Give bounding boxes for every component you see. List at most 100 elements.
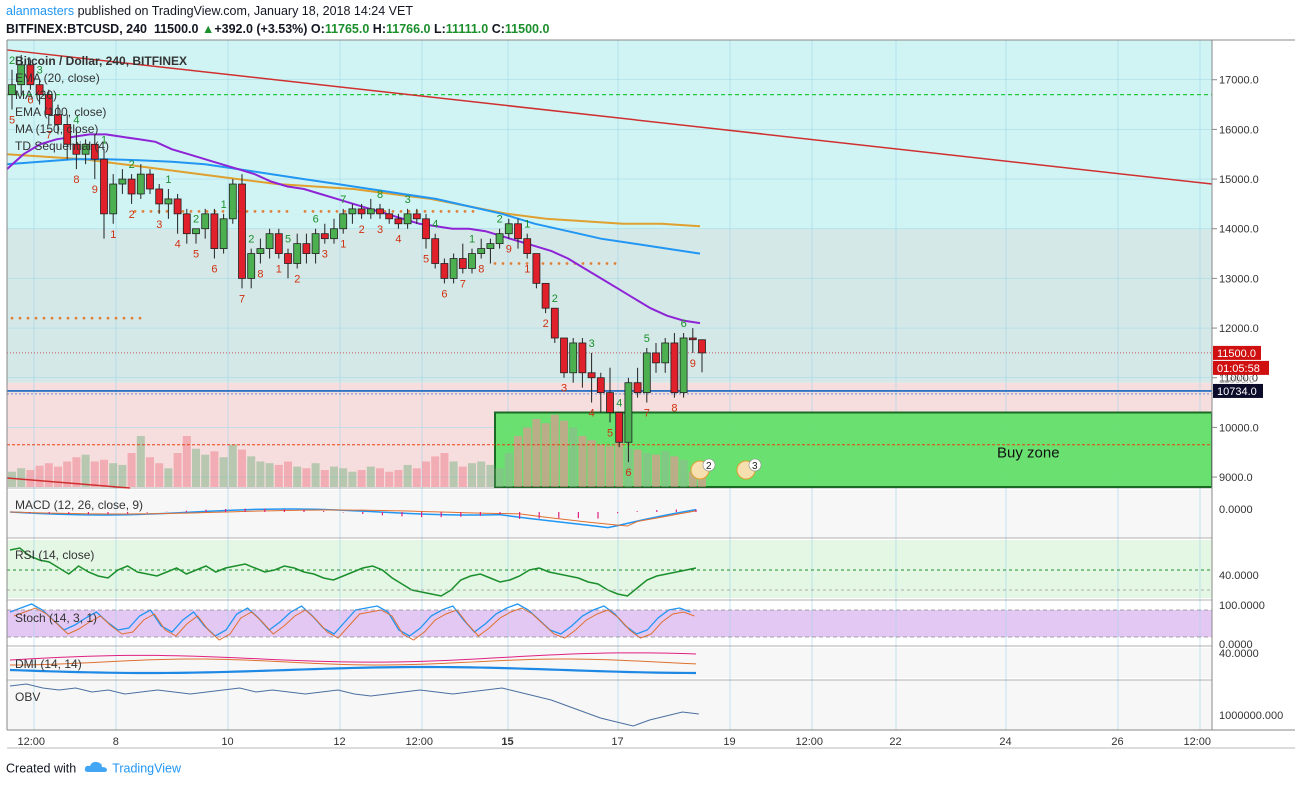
td-dot — [327, 209, 331, 213]
high-label: H: — [372, 22, 386, 36]
candle-up — [477, 248, 486, 254]
legend-item: EMA (100, close) — [15, 105, 106, 119]
td-dot — [343, 209, 347, 213]
volume-bar — [652, 454, 660, 487]
td-count-down: 5 — [9, 115, 15, 127]
buy-zone-box — [494, 411, 1213, 488]
candle-down — [440, 263, 449, 279]
td-dot — [605, 262, 609, 265]
td-count-up: 4 — [616, 398, 622, 410]
volume-bar — [311, 463, 320, 487]
adx-line — [9, 665, 697, 675]
candle-down — [688, 337, 697, 341]
td-dot — [42, 316, 46, 320]
volume-bar — [440, 453, 449, 487]
candle-up — [8, 84, 16, 96]
candle-down — [210, 213, 219, 249]
candle-up — [486, 243, 495, 249]
volume-bar — [541, 423, 550, 487]
dmi-pane-label: DMI (14, 14) — [15, 657, 82, 671]
td-count-down: 8 — [671, 403, 677, 415]
legend-item: MA (20) — [15, 88, 57, 102]
stoch-k-line — [9, 603, 691, 637]
open-value: 11765.0 — [324, 22, 370, 36]
volume-bar — [302, 468, 311, 487]
td-dot — [149, 209, 153, 213]
volume-bar — [54, 466, 62, 487]
td-count-down: 4 — [395, 234, 401, 246]
td-dot — [141, 209, 145, 213]
candle-up — [366, 208, 375, 215]
candle-down — [284, 253, 292, 264]
legend-item: EMA (20, close) — [15, 71, 100, 85]
time-axis-label: 24 — [999, 736, 1011, 748]
symbol-label: BITFINEX:BTCUSD, 240 — [6, 22, 147, 36]
candle-up — [247, 253, 256, 279]
td-count-down: 8 — [73, 174, 79, 186]
td-dot — [58, 316, 62, 320]
event-badge — [702, 458, 716, 472]
macd-axis-label: 0.0000 — [1219, 504, 1253, 516]
volume-bar — [63, 461, 72, 487]
high-value: 11766.0 — [386, 22, 431, 36]
td-dot — [423, 209, 427, 213]
tradingview-link[interactable]: TradingView — [112, 761, 181, 776]
candle-up — [449, 258, 458, 279]
volume-bar — [615, 442, 624, 487]
td-count-down: 6 — [625, 467, 631, 479]
volume-bar — [661, 451, 670, 487]
candle-down — [54, 114, 62, 125]
time-axis-label: 12:00 — [18, 736, 46, 748]
candle-down — [302, 243, 311, 254]
time-axis-label: 12:00 — [1184, 736, 1212, 748]
time-axis-label: 26 — [1111, 736, 1123, 748]
candle-down — [90, 143, 99, 160]
volume-bar — [8, 471, 16, 487]
td-count-down: 1 — [340, 239, 346, 251]
trendline-red-lower — [6, 477, 131, 489]
open-label: O: — [310, 22, 325, 36]
candle-down — [357, 208, 366, 215]
candle-down — [44, 94, 53, 115]
volume-bar — [569, 427, 578, 487]
candle-up — [81, 143, 90, 155]
time-axis-label: 12:00 — [796, 736, 824, 748]
td-dot — [589, 262, 593, 265]
td-count-down: 7 — [644, 408, 650, 420]
td-dot — [261, 209, 265, 213]
td-count-up: 6 — [313, 214, 319, 226]
volume-bar — [468, 463, 476, 487]
td-dot — [439, 209, 443, 213]
rsi-pane — [7, 540, 1212, 598]
td-count-down: 3 — [322, 249, 328, 261]
change-up-icon: ▲ — [201, 22, 215, 36]
candle-up — [330, 228, 338, 240]
volume-bar — [247, 456, 256, 487]
volume-bar — [182, 436, 191, 487]
td-count-up: 1 — [524, 219, 530, 231]
candle-up — [679, 337, 688, 394]
candle-up — [403, 213, 412, 225]
candle-down — [606, 392, 614, 413]
time-axis-area — [7, 730, 1212, 748]
low-label: L: — [433, 22, 446, 36]
time-axis-label: 10 — [221, 736, 233, 748]
stoch-axis-label-top: 100.0000 — [1219, 600, 1265, 612]
volume-bar — [495, 468, 504, 487]
volume-bar — [265, 463, 274, 487]
volume-bar — [173, 453, 182, 487]
candle-down — [458, 258, 467, 269]
candle-down — [514, 223, 522, 240]
td-dot — [269, 209, 273, 213]
td-count-down: 4 — [175, 239, 181, 251]
td-dot — [613, 262, 617, 265]
volume-bar — [293, 466, 302, 487]
candle-up — [293, 243, 302, 264]
price-axis-label: 17000.0 — [1219, 75, 1259, 87]
td-count-down: 3 — [156, 219, 162, 231]
candle-down — [412, 213, 421, 220]
td-count-up: 7 — [340, 194, 346, 206]
author-link[interactable]: alanmasters — [6, 4, 75, 18]
event-badge-count: 2 — [706, 461, 712, 472]
